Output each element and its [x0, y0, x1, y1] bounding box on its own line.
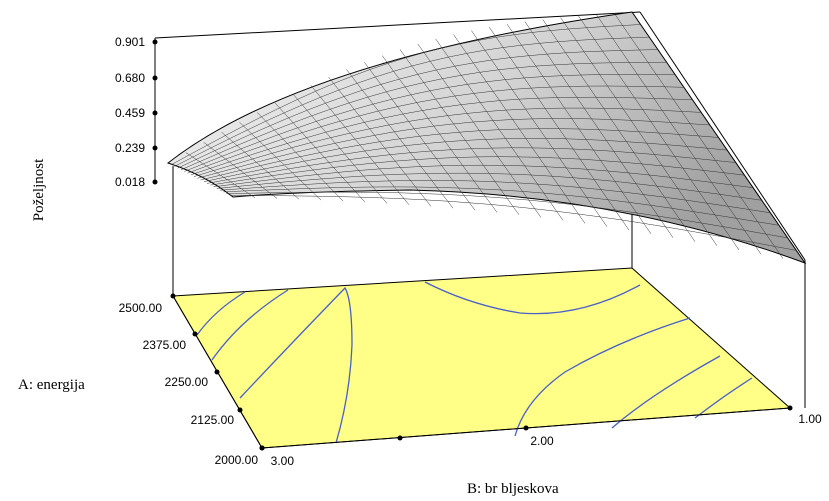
- surface-fill: [166, 11, 807, 265]
- mesh-line: [219, 180, 771, 214]
- a-tick-mark: [170, 293, 176, 299]
- a-tick-label: 2125.00: [191, 413, 235, 427]
- mesh-line: [187, 85, 684, 174]
- mesh-line: [213, 164, 754, 188]
- z-tick-mark: [152, 39, 158, 45]
- mesh-line: [190, 96, 693, 176]
- mesh-line: [229, 195, 797, 251]
- b-tick-mark: [259, 445, 265, 451]
- mesh-line: [223, 186, 780, 226]
- z-tick-mark: [152, 179, 158, 185]
- z-tick-label: 0.018: [115, 175, 145, 189]
- a-tick-label: 2250.00: [165, 375, 209, 389]
- contour-line: [514, 317, 691, 437]
- mesh-line: [216, 172, 762, 201]
- mesh-line: [177, 49, 658, 169]
- contour-line: [694, 377, 753, 419]
- a-axis-title: A: energija: [18, 377, 85, 393]
- b-axis: 3.00 2.00 1.00: [259, 405, 822, 468]
- mesh-line: [193, 107, 702, 177]
- mesh-line: [197, 118, 710, 179]
- a-tick-label: 2375.00: [143, 338, 187, 352]
- floor-plane: [172, 267, 792, 449]
- a-tick-label: 2000.00: [215, 453, 259, 467]
- mesh-line: [180, 61, 667, 171]
- contour-line: [239, 286, 353, 444]
- z-tick-label: 0.680: [115, 71, 145, 85]
- mesh-line: [174, 36, 650, 167]
- b-tick-label: 1.00: [798, 412, 822, 426]
- mesh-line: [206, 147, 736, 184]
- mesh-line: [184, 74, 676, 172]
- a-tick-mark: [214, 369, 220, 375]
- response-surface: [166, 11, 807, 265]
- z-tick-label: 0.239: [115, 141, 145, 155]
- b-tick-label: 3.00: [271, 454, 295, 468]
- back-right-top-edge: [639, 11, 806, 261]
- b-tick-label: 2.00: [530, 434, 554, 448]
- mesh-line: [226, 191, 788, 239]
- b-axis-title: B: br bljeskova: [467, 481, 559, 497]
- mesh-line: [203, 138, 728, 182]
- z-tick-mark: [152, 145, 158, 151]
- contour-line: [211, 289, 289, 361]
- z-tick-mark: [152, 110, 158, 116]
- mesh-line: [200, 128, 719, 181]
- z-axis-title: Poželjnost: [31, 158, 47, 221]
- a-tick-label: 2500.00: [119, 301, 163, 315]
- z-axis: 0.901 0.680 0.459 0.239 0.018: [115, 35, 158, 189]
- surface-mesh: [171, 13, 797, 259]
- b-tick-mark: [523, 425, 529, 431]
- contour-line: [196, 291, 246, 336]
- z-tick-label: 0.901: [115, 35, 145, 49]
- z-tick-label: 0.459: [115, 106, 145, 120]
- contour-floor: [172, 267, 792, 449]
- b-tick-mark: [397, 435, 403, 441]
- b-tick-mark: [787, 405, 793, 411]
- mesh-line: [210, 156, 745, 186]
- a-tick-mark: [237, 407, 243, 413]
- back-top-edge: [154, 11, 641, 39]
- a-tick-mark: [192, 331, 198, 337]
- z-tick-mark: [152, 75, 158, 81]
- mesh-line: [171, 24, 641, 165]
- contour-line: [424, 281, 641, 315]
- a-axis: 2500.00 2375.00 2250.00 2125.00 2000.00: [119, 293, 265, 467]
